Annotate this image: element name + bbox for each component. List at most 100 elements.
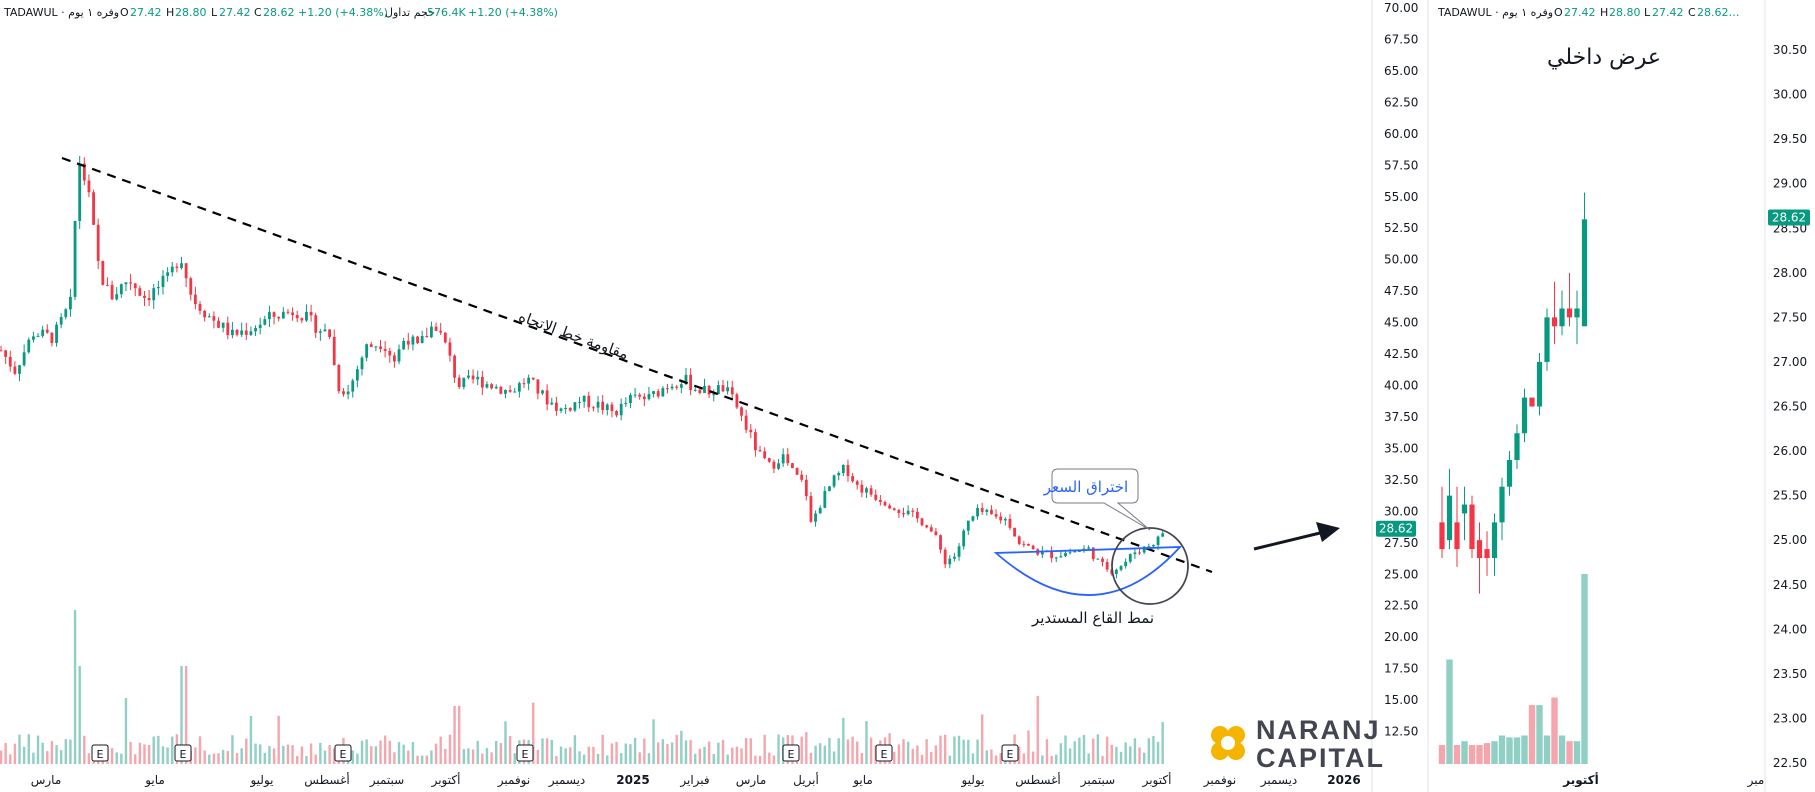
main-volume-bar — [360, 740, 364, 764]
main-volume-bar — [22, 746, 26, 764]
earnings-marker[interactable] — [782, 744, 800, 762]
inset-volume-bar — [1551, 697, 1558, 764]
main-candle — [531, 377, 535, 380]
main-volume-bar — [457, 706, 461, 764]
main-volume-bar — [596, 753, 600, 764]
main-volume-bar — [41, 742, 44, 764]
earnings-marker[interactable] — [875, 744, 893, 762]
main-candle — [999, 516, 1003, 521]
main-volume-bar — [675, 734, 678, 764]
main-candle — [254, 328, 257, 332]
main-volume-bar — [967, 739, 970, 764]
main-volume-bar — [374, 746, 378, 764]
main-y-tick: 52.50 — [1384, 221, 1418, 235]
earnings-marker[interactable] — [516, 744, 534, 762]
main-x-tick: أغسطس — [304, 772, 349, 788]
main-candle — [721, 385, 725, 392]
main-volume-bar — [731, 747, 734, 764]
main-candle — [703, 385, 706, 393]
main-candle — [244, 330, 248, 335]
rounding-bottom-shape[interactable] — [993, 546, 1183, 596]
main-x-tick: مارس — [736, 773, 767, 788]
main-volume-bar — [976, 739, 979, 764]
main-volume-bar — [467, 748, 470, 764]
main-y-tick: 67.50 — [1384, 32, 1418, 46]
rounding-bottom-label: نمط القاع المستدير — [1031, 609, 1154, 627]
main-volume-bar — [471, 749, 475, 764]
main-candle — [818, 507, 822, 514]
main-volume-bar — [800, 736, 803, 764]
trendline-resistance[interactable] — [61, 156, 1213, 574]
main-volume-bars — [0, 610, 1164, 764]
main-volume-bar — [911, 748, 914, 764]
breakout-circle[interactable] — [1111, 527, 1189, 605]
main-volume-bar — [1152, 736, 1155, 764]
main-volume-bar — [87, 753, 91, 764]
inset-candle — [1499, 486, 1505, 523]
earnings-marker[interactable] — [334, 744, 352, 762]
main-candle — [573, 402, 577, 411]
main-candle — [388, 350, 392, 356]
main-candle — [661, 388, 665, 397]
inset-candles — [1439, 192, 1588, 594]
main-candle — [679, 384, 683, 388]
inset-y-tick: 26.00 — [1773, 444, 1807, 458]
main-volume-bar — [263, 752, 267, 764]
main-candle — [1156, 536, 1160, 545]
main-volume-bar — [425, 755, 428, 764]
inset-candle — [1559, 308, 1565, 327]
main-volume-bar — [254, 743, 257, 764]
main-volume-bar — [893, 751, 896, 764]
main-volume-bar — [370, 746, 373, 764]
main-volume-bar — [1115, 746, 1118, 764]
main-candle — [13, 366, 17, 374]
main-volume-bar — [763, 734, 766, 764]
earnings-marker[interactable] — [174, 744, 192, 762]
main-candle — [286, 311, 290, 313]
inset-volume-bar — [1513, 737, 1521, 764]
main-volume-bar — [1133, 738, 1137, 764]
main-volume-bar — [856, 741, 859, 764]
main-volume-bar — [55, 745, 58, 764]
main-candle — [217, 320, 220, 328]
main-volume-bar — [1031, 751, 1035, 764]
inset-y-tick: 25.00 — [1773, 533, 1807, 547]
main-candle — [397, 349, 401, 362]
main-x-tick: أغسطس — [1015, 772, 1060, 788]
main-volume-bar — [1050, 755, 1053, 764]
main-volume-bar — [300, 746, 304, 764]
main-candle — [147, 297, 151, 301]
main-candle — [939, 535, 942, 550]
main-candle — [976, 508, 979, 517]
main-candle — [443, 332, 447, 343]
main-volume-bar — [578, 751, 581, 764]
high-value: 28.80 — [175, 6, 207, 19]
earnings-marker[interactable] — [1001, 744, 1019, 762]
inset-arrow-shaft — [1253, 531, 1321, 551]
main-volume-bar — [684, 740, 688, 764]
inset-y-tick: 22.50 — [1773, 756, 1807, 770]
main-candle — [846, 464, 850, 477]
main-volume-bar — [1078, 737, 1081, 764]
main-candle — [180, 263, 183, 268]
main-volume-bar — [212, 753, 216, 764]
main-volume-bar — [333, 748, 336, 764]
inset-candle — [1469, 504, 1475, 550]
main-volume-bar — [194, 747, 197, 764]
main-volume-bar — [420, 755, 424, 764]
main-candle — [892, 508, 896, 511]
earnings-marker[interactable] — [91, 744, 109, 762]
main-candle — [647, 393, 651, 400]
main-volume-bar — [388, 740, 391, 764]
main-volume-bar — [869, 737, 873, 764]
main-candle — [878, 499, 882, 502]
main-volume-bar — [46, 751, 49, 764]
main-candle — [666, 388, 669, 390]
main-candle — [957, 546, 961, 557]
main-candle — [689, 374, 693, 391]
change-value: +1.20 (+4.38%) — [298, 6, 388, 19]
main-candle — [402, 340, 406, 350]
main-candle — [925, 525, 929, 528]
main-volume-bar — [180, 666, 183, 764]
